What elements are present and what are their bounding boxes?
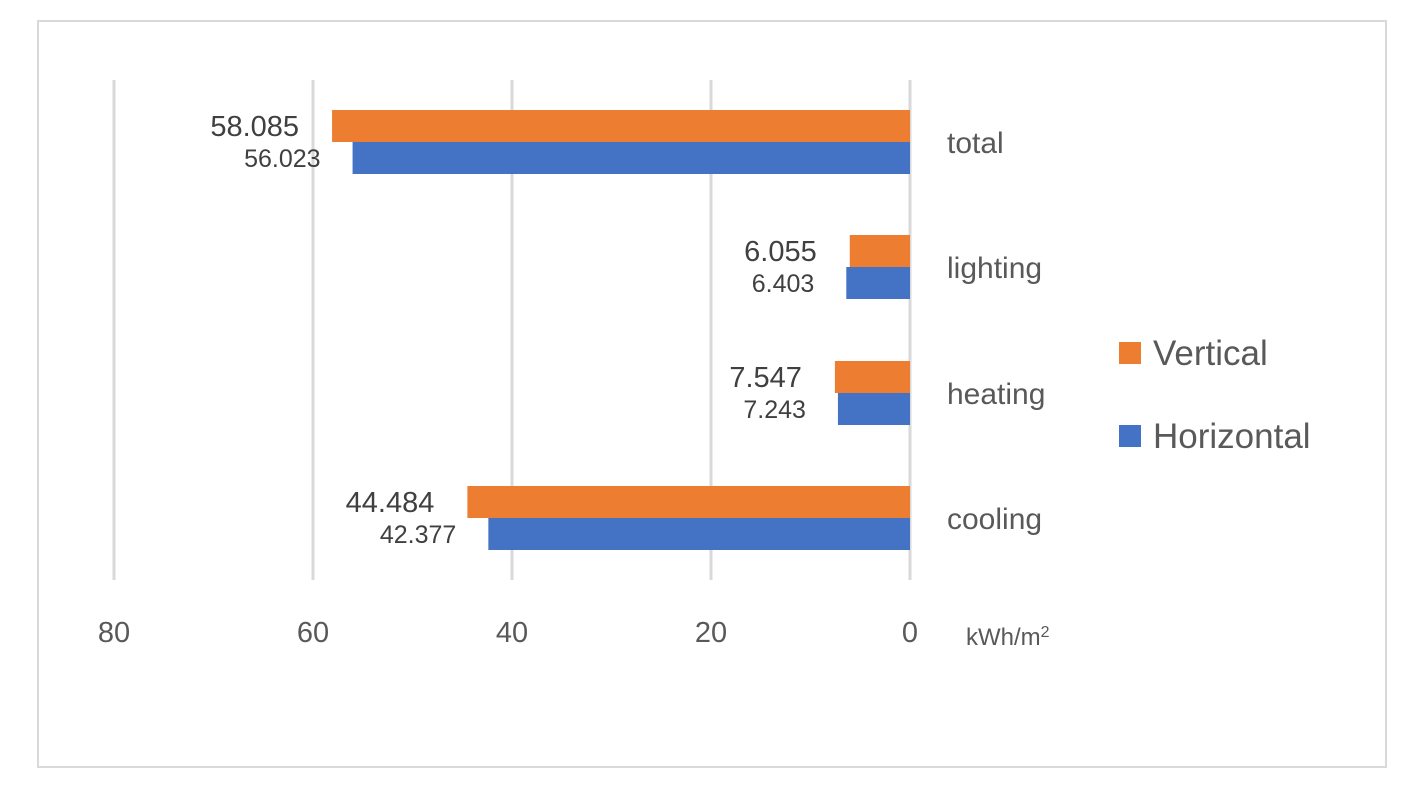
x-tick-label: 0 xyxy=(902,617,918,649)
category-label-lighting: lighting xyxy=(947,252,1042,285)
category-label-heating: heating xyxy=(947,378,1045,411)
bar-vertical-heating xyxy=(834,361,910,393)
data-label-vertical-total: 58.085 xyxy=(210,111,299,143)
bar-horizontal-cooling xyxy=(488,518,910,550)
bar-horizontal-total xyxy=(352,142,910,174)
x-axis-ticks: 80 60 40 20 0 xyxy=(98,617,918,649)
category-labels: total lighting heating cooling xyxy=(947,127,1045,536)
bar-vertical-lighting xyxy=(849,235,910,267)
data-label-vertical-heating: 7.547 xyxy=(729,362,802,394)
data-label-vertical-lighting: 6.055 xyxy=(744,236,817,268)
category-label-cooling: cooling xyxy=(947,503,1042,536)
legend-swatch-horizontal xyxy=(1119,425,1141,447)
data-label-horizontal-cooling: 42.377 xyxy=(380,521,456,549)
x-axis-unit-label: kWh/m2 xyxy=(966,624,1050,652)
x-tick-label: 80 xyxy=(98,617,130,649)
x-tick-label: 40 xyxy=(496,617,528,649)
data-label-horizontal-heating: 7.243 xyxy=(743,396,806,424)
bar-vertical-total xyxy=(332,110,910,142)
bar-vertical-cooling xyxy=(467,486,910,518)
bars xyxy=(332,110,910,550)
bar-horizontal-heating xyxy=(837,393,910,425)
data-label-horizontal-total: 56.023 xyxy=(244,145,320,173)
legend-label-vertical: Vertical xyxy=(1153,334,1268,373)
legend-label-horizontal: Horizontal xyxy=(1153,417,1311,456)
x-tick-label: 60 xyxy=(297,617,329,649)
data-label-vertical-cooling: 44.484 xyxy=(346,487,435,519)
legend-swatch-vertical xyxy=(1119,342,1141,364)
data-label-horizontal-lighting: 6.403 xyxy=(752,270,815,298)
bar-horizontal-lighting xyxy=(846,267,910,299)
legend: Vertical Horizontal xyxy=(1119,334,1311,456)
category-label-total: total xyxy=(947,127,1004,160)
x-tick-label: 20 xyxy=(695,617,727,649)
